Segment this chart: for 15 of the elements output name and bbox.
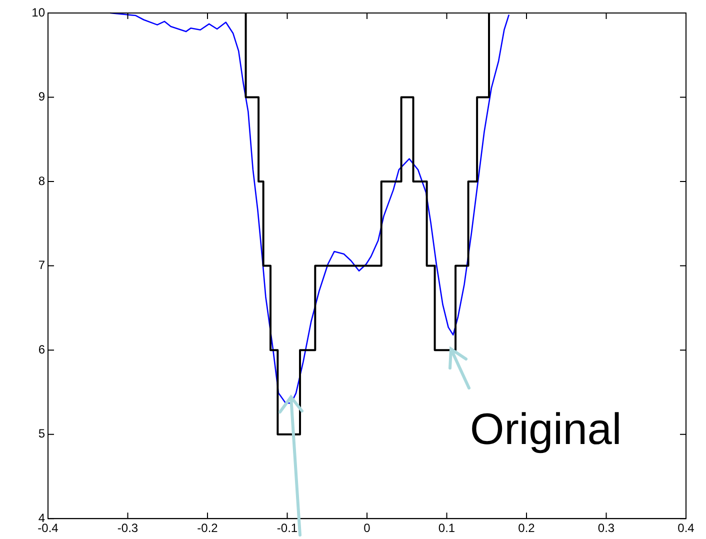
y-tick-label: 6 xyxy=(38,342,46,356)
x-tick-label: 0 xyxy=(364,521,371,536)
x-tick-label: -0.1 xyxy=(276,521,298,536)
x-tick-label: -0.2 xyxy=(197,521,218,536)
x-tick-label: 0.2 xyxy=(518,521,536,536)
y-tick-label: 5 xyxy=(38,426,46,441)
x-tick-label: 0.4 xyxy=(678,521,695,536)
y-tick-label: 8 xyxy=(38,174,46,188)
y-tick-label: 10 xyxy=(32,5,46,20)
x-tick-label: -0.3 xyxy=(117,521,138,536)
y-tick-label: 9 xyxy=(38,90,46,104)
annotation: Original xyxy=(470,405,622,455)
y-tick-label: 7 xyxy=(38,258,46,272)
x-tick-label: 0.3 xyxy=(598,521,615,536)
x-tick-label: 0.1 xyxy=(438,521,456,536)
